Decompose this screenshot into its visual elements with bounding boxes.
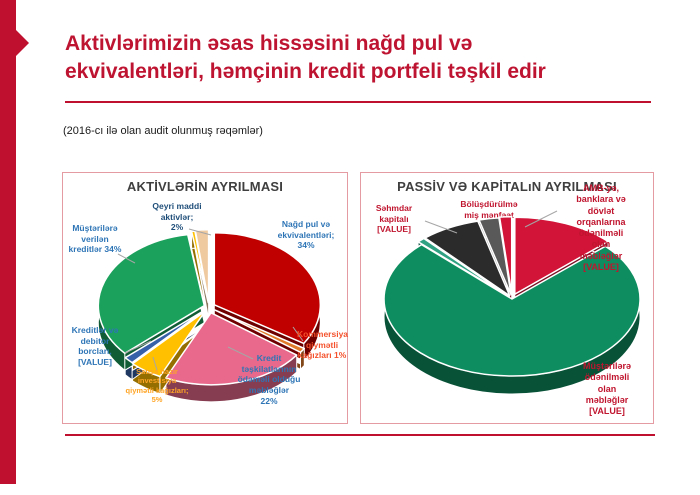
label-loans-receivables: Kreditlər və debitor borcları, [VALUE] (71, 325, 119, 367)
label-share-capital: Səhmdar kapitalı [VALUE] (375, 203, 413, 235)
title-divider (65, 101, 651, 103)
arrow-icon (16, 30, 29, 56)
subtitle: (2016-cı ilə olan audit olunmuş rəqəmlər… (63, 125, 263, 137)
label-due-to-customers: Müştərilərə ödənilməli olan məbləğlər [V… (582, 361, 632, 416)
assets-chart-title: AKTİVLƏRİN AYRILMASI (126, 179, 284, 194)
liabilities-pie-chart (383, 210, 641, 395)
label-due-from-credit-institutions: Kredit təşkilatlarının ödəməli olduğu mə… (237, 353, 301, 406)
liabilities-chart-title: PASSİV VƏ KAPİTALıN AYRILMASI (397, 179, 617, 194)
label-due-to-cba-banks: AMB-yə, banklara və dövlət orqanlarına ö… (576, 183, 626, 272)
label-cash-equivalents: Nağd pul və ekvivalentləri; 34% (277, 219, 335, 251)
assets-chart-panel: AKTİVLƏRİN AYRILMASI Qeyri maddi aktivlə… (62, 172, 348, 424)
footer-divider (65, 434, 655, 436)
label-trading-securities: Kommersiya qiymətli kağızları 1% (297, 329, 349, 361)
label-intangible-assets: Qeyri maddi aktivlər; 2% (152, 201, 202, 233)
label-afs-securities: Satışa hazır investisiya qiymətli kağızl… (125, 367, 189, 405)
accent-sidebar (0, 0, 16, 484)
page-title: Aktivlərimizin əsas hissəsini nağd pul v… (65, 32, 546, 83)
assets-pie-chart (97, 228, 322, 403)
liabilities-chart-panel: PASSİV VƏ KAPİTALıN AYRILMASI Səhmdar ka… (360, 172, 654, 424)
label-customer-loans: Müştərilərə verilən kreditlər 34% (68, 223, 122, 255)
